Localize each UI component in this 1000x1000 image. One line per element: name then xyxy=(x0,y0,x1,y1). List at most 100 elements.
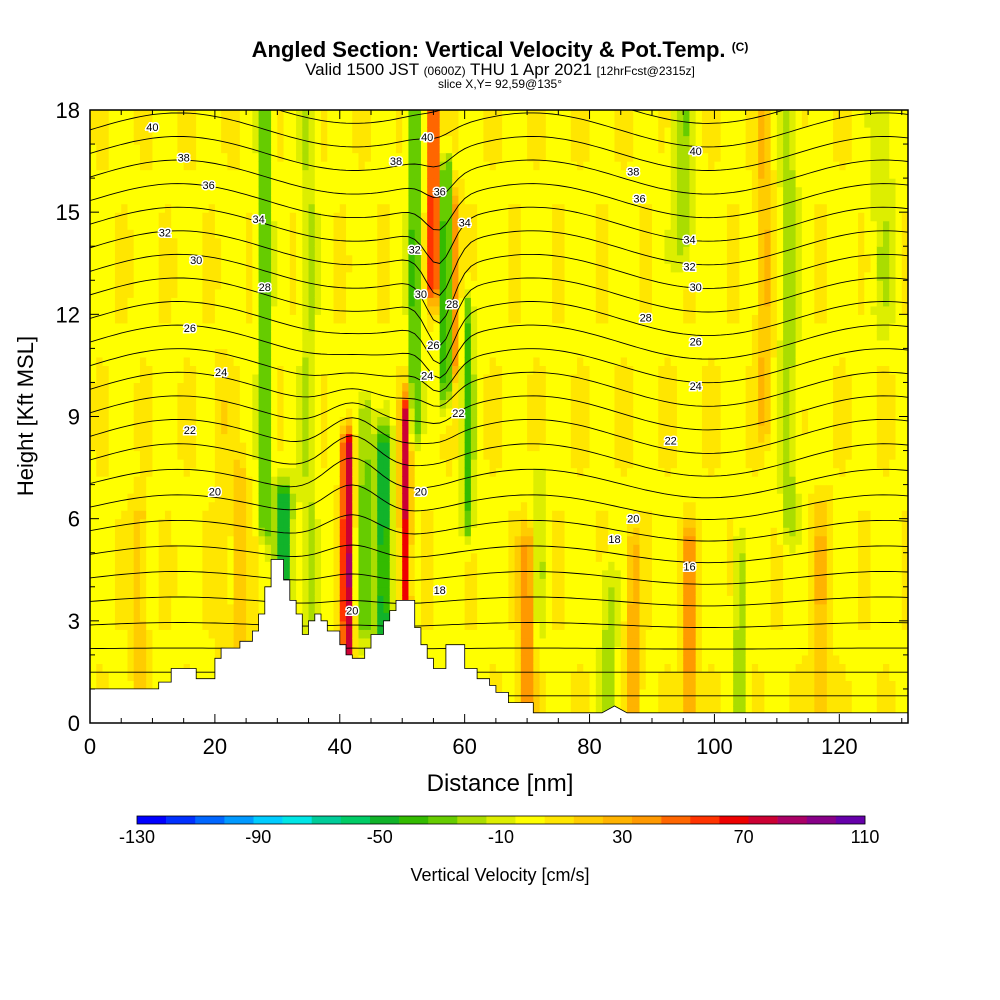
velocity-cell xyxy=(489,178,497,188)
velocity-cell xyxy=(333,612,341,622)
velocity-cell xyxy=(483,654,491,664)
velocity-cell xyxy=(352,450,360,460)
velocity-cell xyxy=(327,578,335,588)
velocity-cell xyxy=(114,178,122,188)
velocity-cell xyxy=(289,544,297,554)
velocity-cell xyxy=(258,493,266,503)
velocity-cell xyxy=(189,195,197,205)
velocity-cell xyxy=(408,407,416,418)
velocity-cell xyxy=(302,544,310,554)
velocity-cell xyxy=(383,459,391,469)
velocity-cell xyxy=(470,561,478,571)
velocity-cell xyxy=(121,561,129,571)
velocity-cell xyxy=(508,697,516,707)
velocity-cell xyxy=(427,280,435,290)
velocity-cell xyxy=(439,586,447,596)
velocity-cell xyxy=(433,263,441,273)
velocity-cell xyxy=(139,161,147,171)
velocity-cell xyxy=(114,629,122,639)
velocity-cell xyxy=(464,237,472,247)
velocity-cell xyxy=(214,578,222,588)
velocity-cell xyxy=(171,314,179,324)
velocity-cell xyxy=(346,544,353,554)
velocity-cell xyxy=(389,331,397,341)
velocity-cell xyxy=(408,467,416,477)
velocity-cell xyxy=(102,501,110,511)
velocity-cell xyxy=(414,450,422,460)
velocity-cell xyxy=(121,271,129,281)
velocity-cell xyxy=(127,629,135,639)
velocity-cell xyxy=(502,671,509,682)
velocity-cell xyxy=(314,271,322,281)
velocity-cell xyxy=(108,561,116,571)
velocity-cell xyxy=(227,305,235,315)
velocity-cell xyxy=(339,552,347,562)
velocity-cell xyxy=(327,382,335,392)
velocity-cell xyxy=(133,220,141,230)
velocity-cell xyxy=(189,288,197,298)
velocity-cell xyxy=(189,161,197,171)
velocity-cell xyxy=(333,178,341,188)
velocity-cell xyxy=(445,595,453,605)
velocity-cell xyxy=(158,356,166,367)
velocity-cell xyxy=(164,169,172,179)
velocity-cell xyxy=(464,365,472,375)
velocity-cell xyxy=(427,399,435,409)
velocity-cell xyxy=(383,476,391,486)
velocity-cell xyxy=(358,595,366,605)
velocity-cell xyxy=(127,671,135,682)
velocity-cell xyxy=(277,195,285,205)
velocity-cell xyxy=(470,322,478,332)
velocity-cell xyxy=(377,339,385,349)
velocity-cell xyxy=(470,646,478,656)
velocity-cell xyxy=(358,425,366,435)
velocity-cell xyxy=(458,144,466,154)
velocity-cell xyxy=(189,637,197,647)
velocity-cell xyxy=(433,297,441,307)
velocity-cell xyxy=(264,152,272,162)
velocity-cell xyxy=(452,229,460,239)
velocity-cell xyxy=(289,152,297,162)
velocity-cell xyxy=(196,442,203,452)
velocity-cell xyxy=(370,612,378,622)
velocity-cell xyxy=(177,510,185,520)
velocity-cell xyxy=(90,561,97,571)
velocity-cell xyxy=(502,212,509,222)
velocity-cell xyxy=(458,501,466,511)
velocity-cell xyxy=(477,561,484,571)
velocity-cell xyxy=(208,433,216,443)
velocity-cell xyxy=(395,135,403,145)
velocity-cell xyxy=(339,152,347,162)
velocity-cell xyxy=(327,527,335,537)
velocity-cell xyxy=(227,518,235,528)
velocity-cell xyxy=(508,680,516,690)
velocity-cell xyxy=(221,510,228,520)
velocity-cell xyxy=(158,135,166,145)
velocity-cell xyxy=(127,578,135,588)
velocity-cell xyxy=(508,280,516,290)
velocity-cell xyxy=(127,416,135,426)
velocity-cell xyxy=(314,254,322,264)
velocity-cell xyxy=(477,186,484,196)
velocity-cell xyxy=(289,450,297,460)
velocity-cell xyxy=(395,297,403,307)
velocity-cell xyxy=(427,161,435,171)
velocity-cell xyxy=(321,561,328,571)
velocity-cell xyxy=(308,254,316,264)
velocity-cell xyxy=(377,271,385,281)
velocity-cell xyxy=(408,433,416,443)
velocity-cell xyxy=(483,578,491,588)
velocity-cell xyxy=(264,161,272,171)
velocity-cell xyxy=(146,348,154,358)
velocity-cell xyxy=(127,399,135,409)
velocity-cell xyxy=(133,314,141,324)
velocity-cell xyxy=(239,186,247,196)
velocity-cell xyxy=(227,535,235,545)
velocity-cell xyxy=(171,229,179,239)
velocity-cell xyxy=(146,459,154,469)
velocity-cell xyxy=(296,578,303,588)
velocity-cell xyxy=(183,544,191,554)
velocity-cell xyxy=(377,569,385,579)
velocity-cell xyxy=(196,544,203,554)
velocity-cell xyxy=(90,620,97,630)
